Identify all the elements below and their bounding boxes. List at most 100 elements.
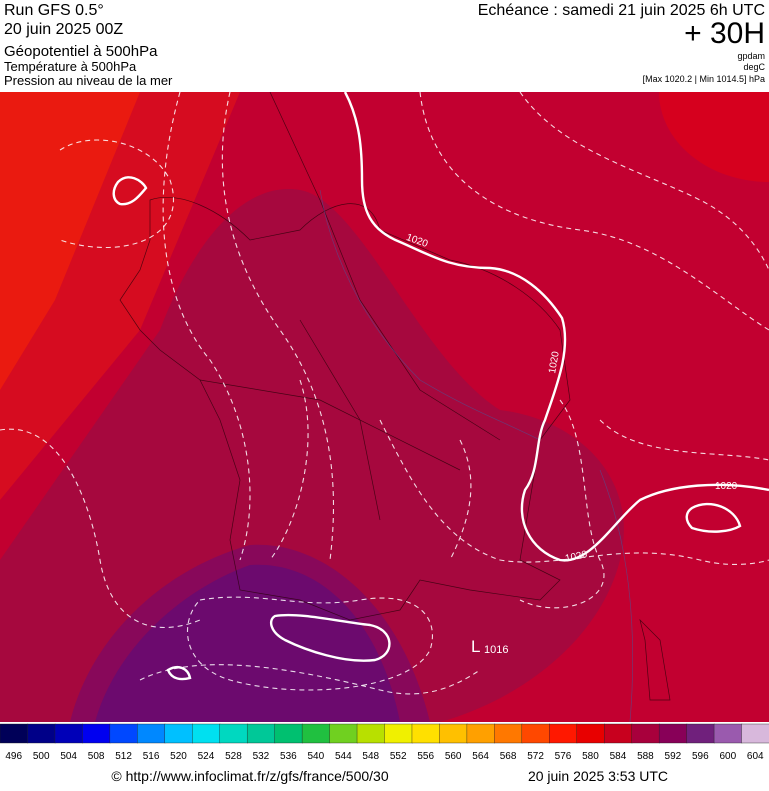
contour	[419, 92, 769, 331]
contour	[519, 92, 769, 271]
scale-cell	[356, 723, 386, 744]
scale-cell	[82, 723, 111, 744]
scale-label: 544	[335, 751, 352, 762]
color-scale: 496 500 504 508 512 516 520 524 528 532 536 540 544 5…	[0, 723, 769, 762]
scale-cell	[713, 723, 743, 744]
scale-label: 508	[88, 751, 105, 762]
header: Run GFS 0.5° 20 juin 2025 00Z Géopotenti…	[4, 2, 766, 88]
scale-label: 584	[610, 751, 627, 762]
contour	[0, 428, 201, 629]
isobar-label: 1020	[547, 350, 562, 374]
scale-cell	[521, 723, 550, 744]
scale-label: 592	[665, 751, 682, 762]
scale-label: 532	[253, 751, 270, 762]
scale-cell	[384, 723, 413, 744]
scale-label: 572	[527, 751, 544, 762]
map-layers: 1020 1020 1020 1020 L 1016	[0, 92, 769, 722]
contour	[599, 419, 769, 461]
scale-label: 560	[445, 751, 462, 762]
low-value: 1016	[484, 644, 508, 656]
isobar	[343, 92, 769, 562]
scale-label: 536	[280, 751, 297, 762]
scale-label: 552	[390, 751, 407, 762]
isobar	[166, 666, 192, 681]
field	[0, 92, 140, 390]
run-date: 20 juin 2025 00Z	[4, 21, 123, 38]
scale-cell	[549, 723, 578, 744]
field	[95, 564, 400, 722]
scale-cell	[329, 723, 358, 744]
scale-label: 548	[362, 751, 379, 762]
scale-label: 500	[33, 751, 50, 762]
scale-cell	[109, 723, 139, 744]
scale-cell	[27, 723, 56, 744]
scale-label: 576	[555, 751, 572, 762]
contour	[59, 139, 174, 249]
scale-label: 516	[143, 751, 160, 762]
contour	[221, 92, 334, 561]
scale-cell	[494, 723, 523, 744]
scale-cell	[301, 723, 331, 744]
scale-cell	[631, 723, 660, 744]
unit: gpdam	[737, 51, 765, 61]
scale-cell	[604, 723, 633, 744]
scale-cell	[246, 723, 276, 744]
scale-label: 564	[472, 751, 489, 762]
scale-label: 596	[692, 751, 709, 762]
scale-cell	[411, 723, 441, 744]
source: © http://www.infoclimat.fr/z/gfs/france/…	[111, 768, 388, 784]
scale-label: 600	[719, 751, 736, 762]
scale-label: 580	[582, 751, 599, 762]
isobar-label: 1020	[564, 549, 588, 564]
river	[319, 189, 634, 722]
scale-label: 568	[500, 751, 517, 762]
forecast: Echéance : samedi 21 juin 2025 6h UTC	[478, 2, 765, 19]
low-symbol: L	[471, 637, 480, 656]
contour	[519, 399, 605, 609]
contour	[269, 379, 472, 561]
scale-cell	[658, 723, 688, 744]
scale-cell	[137, 723, 166, 744]
isobar-label: 1020	[715, 481, 738, 492]
scale-label: 504	[60, 751, 77, 762]
lead-time: + 30H	[684, 17, 765, 50]
scale-label: 540	[307, 751, 324, 762]
extremes: [Max 1020.2 | Min 1014.5] hPa	[643, 74, 765, 84]
footer: © http://www.infoclimat.fr/z/gfs/france/…	[111, 768, 668, 784]
scale-cell	[466, 723, 496, 744]
field	[0, 189, 624, 722]
contour	[162, 92, 251, 561]
scale-cell	[54, 723, 84, 744]
scale-cell	[741, 723, 769, 744]
layer: Pression au niveau de la mer	[4, 73, 173, 88]
scale-cell	[164, 723, 193, 744]
unit: degC	[743, 62, 765, 72]
scale-cell	[219, 723, 248, 744]
scale-label: 588	[637, 751, 654, 762]
isobar	[269, 613, 391, 662]
map: 1020 1020 1020 1020 L 1016	[0, 92, 769, 722]
contour	[139, 664, 481, 695]
scale-label: 556	[417, 751, 434, 762]
layer: Température à 500hPa	[4, 59, 137, 74]
run: Run GFS 0.5°	[4, 2, 104, 19]
scale-cell	[192, 723, 221, 744]
scale-cell	[274, 723, 303, 744]
scale-cell	[576, 723, 605, 744]
isobar	[685, 502, 742, 533]
scale-label: 528	[225, 751, 242, 762]
scale-cell	[686, 723, 715, 744]
scale-label: 512	[115, 751, 132, 762]
isobar	[112, 176, 148, 206]
scale-cell	[0, 723, 29, 744]
scale-cell	[439, 723, 468, 744]
contour	[187, 596, 434, 691]
contour	[379, 419, 769, 565]
layer: Géopotentiel à 500hPa	[4, 43, 158, 60]
field	[659, 92, 769, 182]
scale-label: 604	[747, 751, 764, 762]
border	[199, 92, 671, 701]
timestamp: 20 juin 2025 3:53 UTC	[528, 768, 668, 784]
scale-label: 520	[170, 751, 187, 762]
